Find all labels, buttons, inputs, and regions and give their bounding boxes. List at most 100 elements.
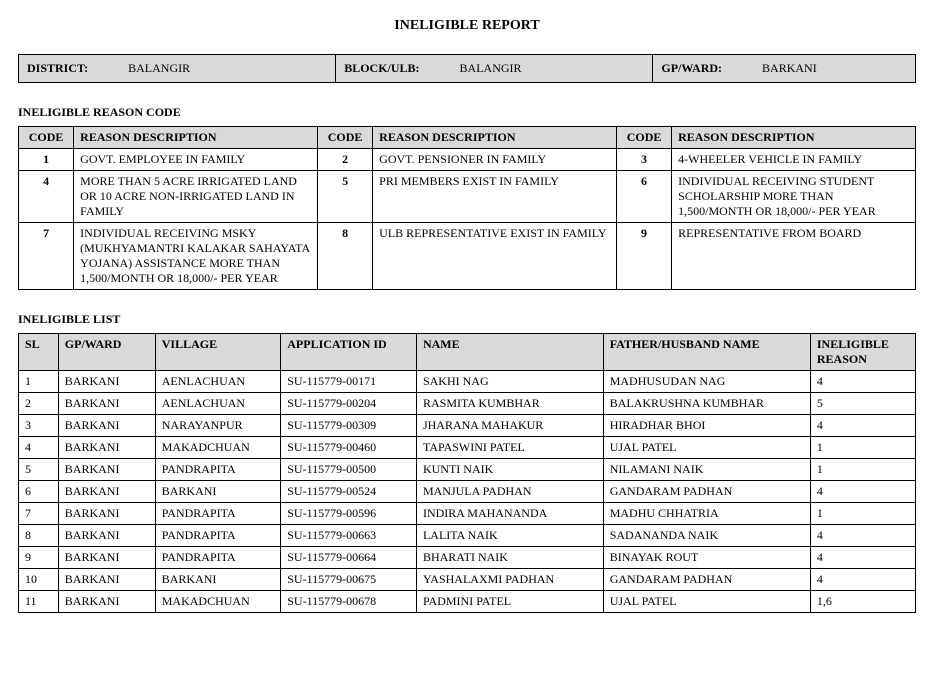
list-row: 1BARKANIAENLACHUANSU-115779-00171SAKHI N…	[19, 371, 916, 393]
list-cell-app: SU-115779-00678	[281, 591, 417, 613]
list-cell-gp: BARKANI	[58, 503, 155, 525]
reason-header-desc: REASON DESCRIPTION	[672, 127, 916, 149]
list-cell-fh: BINAYAK ROUT	[603, 547, 810, 569]
list-cell-name: PADMINI PATEL	[416, 591, 603, 613]
list-cell-app: SU-115779-00524	[281, 481, 417, 503]
list-cell-village: BARKANI	[155, 481, 281, 503]
list-header-row: SL GP/WARD VILLAGE APPLICATION ID NAME F…	[19, 334, 916, 371]
list-cell-fh: MADHUSUDAN NAG	[603, 371, 810, 393]
list-section-title: INELIGIBLE LIST	[18, 312, 916, 327]
list-cell-fh: NILAMANI NAIK	[603, 459, 810, 481]
reason-header-code: CODE	[616, 127, 671, 149]
reason-desc-cell: INDIVIDUAL RECEIVING MSKY (MUKHYAMANTRI …	[74, 223, 318, 290]
list-cell-gp: BARKANI	[58, 525, 155, 547]
list-cell-gp: BARKANI	[58, 393, 155, 415]
list-cell-village: AENLACHUAN	[155, 393, 281, 415]
list-cell-name: INDIRA MAHANANDA	[416, 503, 603, 525]
report-title: INELIGIBLE REPORT	[18, 18, 916, 34]
list-row: 6BARKANIBARKANISU-115779-00524MANJULA PA…	[19, 481, 916, 503]
reason-code-cell: 9	[616, 223, 671, 290]
list-cell-fh: UJAL PATEL	[603, 437, 810, 459]
reason-desc-cell: MORE THAN 5 ACRE IRRIGATED LAND OR 10 AC…	[74, 171, 318, 223]
list-row: 8BARKANIPANDRAPITASU-115779-00663LALITA …	[19, 525, 916, 547]
list-cell-ir: 1	[810, 503, 915, 525]
list-cell-village: BARKANI	[155, 569, 281, 591]
reason-row: 7INDIVIDUAL RECEIVING MSKY (MUKHYAMANTRI…	[19, 223, 916, 290]
list-cell-ir: 1	[810, 459, 915, 481]
reason-desc-cell: GOVT. EMPLOYEE IN FAMILY	[74, 149, 318, 171]
reason-code-cell: 8	[317, 223, 372, 290]
reason-header-code: CODE	[19, 127, 74, 149]
list-row: 9BARKANIPANDRAPITASU-115779-00664BHARATI…	[19, 547, 916, 569]
list-cell-sl: 9	[19, 547, 59, 569]
reason-code-cell: 1	[19, 149, 74, 171]
list-cell-village: PANDRAPITA	[155, 503, 281, 525]
list-row: 4BARKANIMAKADCHUANSU-115779-00460TAPASWI…	[19, 437, 916, 459]
list-cell-app: SU-115779-00204	[281, 393, 417, 415]
reason-desc-cell: PRI MEMBERS EXIST IN FAMILY	[373, 171, 617, 223]
reason-header-row: CODE REASON DESCRIPTION CODE REASON DESC…	[19, 127, 916, 149]
list-cell-sl: 6	[19, 481, 59, 503]
reason-desc-cell: ULB REPRESENTATIVE EXIST IN FAMILY	[373, 223, 617, 290]
list-cell-ir: 4	[810, 569, 915, 591]
district-label: DISTRICT:	[27, 61, 88, 76]
list-header-sl: SL	[19, 334, 59, 371]
list-cell-sl: 4	[19, 437, 59, 459]
list-cell-name: KUNTI NAIK	[416, 459, 603, 481]
list-cell-app: SU-115779-00460	[281, 437, 417, 459]
list-cell-gp: BARKANI	[58, 591, 155, 613]
list-cell-sl: 8	[19, 525, 59, 547]
reason-code-cell: 7	[19, 223, 74, 290]
list-cell-name: LALITA NAIK	[416, 525, 603, 547]
list-header-ir: INELIGIBLE REASON	[810, 334, 915, 371]
list-cell-fh: UJAL PATEL	[603, 591, 810, 613]
list-cell-name: BHARATI NAIK	[416, 547, 603, 569]
list-cell-name: SAKHI NAG	[416, 371, 603, 393]
reason-header-desc: REASON DESCRIPTION	[74, 127, 318, 149]
list-cell-ir: 5	[810, 393, 915, 415]
list-header-name: NAME	[416, 334, 603, 371]
reason-code-table: CODE REASON DESCRIPTION CODE REASON DESC…	[18, 126, 916, 290]
list-cell-village: MAKADCHUAN	[155, 437, 281, 459]
district-value: BALANGIR	[128, 61, 190, 76]
list-cell-gp: BARKANI	[58, 459, 155, 481]
list-cell-sl: 3	[19, 415, 59, 437]
list-header-app: APPLICATION ID	[281, 334, 417, 371]
list-cell-gp: BARKANI	[58, 371, 155, 393]
list-row: 7BARKANIPANDRAPITASU-115779-00596INDIRA …	[19, 503, 916, 525]
list-cell-name: JHARANA MAHAKUR	[416, 415, 603, 437]
block-label: BLOCK/ULB:	[344, 61, 419, 76]
reason-row: 4MORE THAN 5 ACRE IRRIGATED LAND OR 10 A…	[19, 171, 916, 223]
list-cell-sl: 10	[19, 569, 59, 591]
list-row: 2BARKANIAENLACHUANSU-115779-00204RASMITA…	[19, 393, 916, 415]
list-cell-fh: SADANANDA NAIK	[603, 525, 810, 547]
list-cell-fh: MADHU CHHATRIA	[603, 503, 810, 525]
list-cell-ir: 1	[810, 437, 915, 459]
list-cell-name: MANJULA PADHAN	[416, 481, 603, 503]
list-cell-village: PANDRAPITA	[155, 459, 281, 481]
reason-code-cell: 2	[317, 149, 372, 171]
list-cell-sl: 11	[19, 591, 59, 613]
list-cell-ir: 4	[810, 371, 915, 393]
reason-section-title: INELIGIBLE REASON CODE	[18, 105, 916, 120]
list-cell-village: PANDRAPITA	[155, 525, 281, 547]
list-cell-sl: 1	[19, 371, 59, 393]
list-cell-sl: 5	[19, 459, 59, 481]
list-cell-village: AENLACHUAN	[155, 371, 281, 393]
list-cell-fh: HIRADHAR BHOI	[603, 415, 810, 437]
list-cell-ir: 4	[810, 547, 915, 569]
list-cell-sl: 7	[19, 503, 59, 525]
gp-label: GP/WARD:	[661, 61, 722, 76]
reason-desc-cell: 4-WHEELER VEHICLE IN FAMILY	[672, 149, 916, 171]
list-row: 10BARKANIBARKANISU-115779-00675YASHALAXM…	[19, 569, 916, 591]
reason-desc-cell: GOVT. PENSIONER IN FAMILY	[373, 149, 617, 171]
list-cell-fh: GANDARAM PADHAN	[603, 481, 810, 503]
list-cell-app: SU-115779-00171	[281, 371, 417, 393]
reason-header-desc: REASON DESCRIPTION	[373, 127, 617, 149]
list-cell-village: NARAYANPUR	[155, 415, 281, 437]
ineligible-list-table: SL GP/WARD VILLAGE APPLICATION ID NAME F…	[18, 333, 916, 613]
list-cell-sl: 2	[19, 393, 59, 415]
block-value: BALANGIR	[460, 61, 522, 76]
list-cell-village: MAKADCHUAN	[155, 591, 281, 613]
list-row: 3BARKANINARAYANPURSU-115779-00309JHARANA…	[19, 415, 916, 437]
